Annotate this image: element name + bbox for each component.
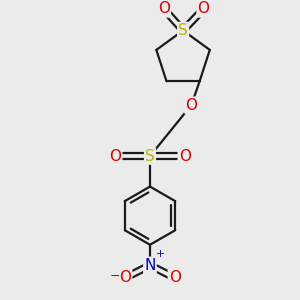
Text: O: O — [119, 270, 131, 285]
Text: +: + — [156, 249, 165, 259]
Text: N: N — [144, 258, 156, 273]
Text: O: O — [169, 270, 181, 285]
Text: −: − — [110, 270, 120, 283]
Text: O: O — [179, 148, 191, 164]
Text: O: O — [158, 2, 170, 16]
Text: O: O — [109, 148, 121, 164]
Text: S: S — [178, 23, 188, 38]
Text: S: S — [145, 148, 155, 164]
Text: O: O — [185, 98, 197, 112]
Text: O: O — [198, 2, 210, 16]
